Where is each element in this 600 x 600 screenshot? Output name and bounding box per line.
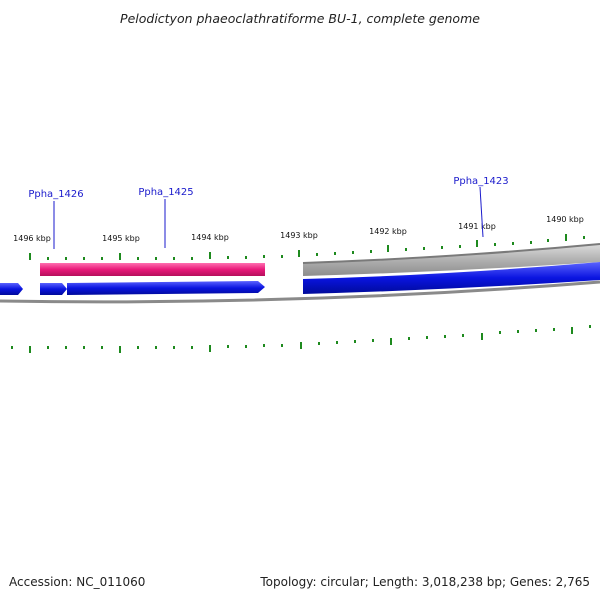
kbp-label: 1494 kbp [191, 233, 229, 242]
accession-text: Accession: NC_011060 [9, 575, 145, 589]
genome-backbone [0, 280, 600, 304]
reverse-gene-short-arrow [40, 283, 67, 295]
forward-gray-edge [302, 243, 600, 264]
kbp-label: 1491 kbp [458, 222, 496, 231]
kbp-label: 1496 kbp [13, 234, 51, 243]
forward-gray-gene [303, 244, 600, 276]
genome-summary-text: Topology: circular; Length: 3,018,238 bp… [259, 575, 590, 589]
gene-leader-line [479, 186, 484, 238]
kbp-labels: 1496 kbp 1495 kbp 1494 kbp 1493 kbp 1492… [13, 215, 584, 243]
reverse-gene-long-arrow [67, 281, 265, 295]
kbp-label: 1492 kbp [369, 227, 407, 236]
gene-label-ppha-1425: Ppha_1425 [138, 187, 193, 198]
gene-label-ppha-1423: Ppha_1423 [453, 176, 508, 187]
kbp-label: 1490 kbp [546, 215, 584, 224]
genome-title: Pelodictyon phaeoclathratiforme BU-1, co… [120, 11, 480, 26]
reverse-gene-left-arrow [0, 283, 23, 295]
outer-tick-ring [29, 234, 585, 260]
forward-strand [40, 243, 600, 276]
kbp-label: 1493 kbp [280, 231, 318, 240]
inner-tick-ring [11, 325, 591, 353]
gene-ppha-1425-forward [40, 263, 265, 276]
reverse-blue-gene [303, 262, 600, 294]
kbp-label: 1495 kbp [102, 234, 140, 243]
gene-labels: Ppha_1426 Ppha_1425 Ppha_1423 [28, 176, 509, 249]
gene-label-ppha-1426: Ppha_1426 [28, 189, 83, 200]
reverse-strand [0, 262, 600, 295]
